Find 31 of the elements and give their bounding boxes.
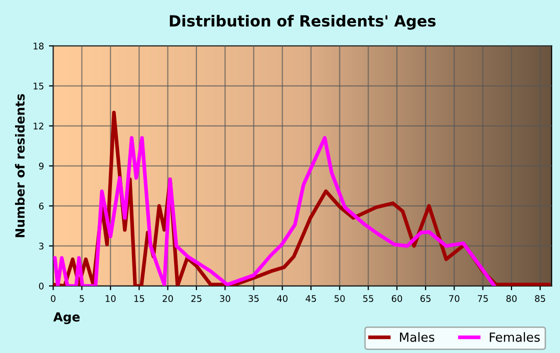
chart-title: Distribution of Residents' Ages <box>170 14 436 30</box>
x-tick-label: 5 <box>80 295 84 302</box>
x-tick-label: 15 <box>134 295 144 302</box>
x-tick-label: 55 <box>363 295 374 302</box>
x-tick-label: 10 <box>106 295 116 302</box>
y-tick-label: 12 <box>34 122 44 130</box>
x-tick-label: 65 <box>420 295 431 302</box>
legend-label: Females <box>490 332 540 342</box>
x-tick-label: 0 <box>50 295 56 302</box>
y-tick-label: 6 <box>39 202 44 210</box>
y-tick-label: 15 <box>34 82 44 90</box>
x-tick-label: 40 <box>277 295 288 302</box>
x-tick-label: 50 <box>334 295 345 302</box>
x-tick-label: 35 <box>248 295 259 302</box>
y-tick-label: 18 <box>34 42 44 50</box>
x-tick-label: 20 <box>162 295 173 302</box>
legend-label: Males <box>400 332 434 342</box>
x-axis-title: Age <box>53 312 80 324</box>
line-series <box>53 136 496 286</box>
x-tick-label: 25 <box>191 295 202 302</box>
x-tick-label: 75 <box>478 295 488 302</box>
y-tick-label: 0 <box>39 282 44 290</box>
x-tick-label: 70 <box>449 295 460 302</box>
x-tick-label: 60 <box>392 295 402 302</box>
y-tick-label: 9 <box>38 162 44 170</box>
x-tick-label: 80 <box>506 295 517 302</box>
x-tick-label: 45 <box>306 295 316 302</box>
y-tick-label: 3 <box>39 242 44 250</box>
x-tick-label: 85 <box>535 295 546 302</box>
y-axis-title: Number of residents <box>15 94 25 238</box>
x-tick-label: 30 <box>220 295 230 302</box>
